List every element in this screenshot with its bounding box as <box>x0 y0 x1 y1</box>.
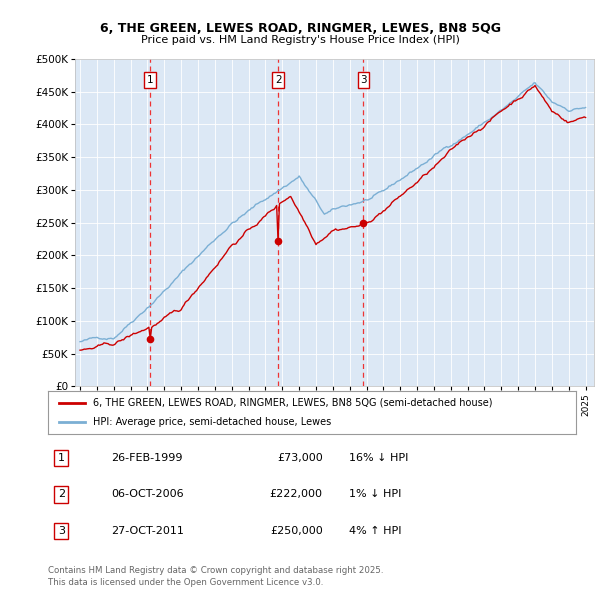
Text: Contains HM Land Registry data © Crown copyright and database right 2025.
This d: Contains HM Land Registry data © Crown c… <box>48 566 383 587</box>
Text: 6, THE GREEN, LEWES ROAD, RINGMER, LEWES, BN8 5QG: 6, THE GREEN, LEWES ROAD, RINGMER, LEWES… <box>100 22 500 35</box>
Text: 2: 2 <box>275 75 281 85</box>
Text: 3: 3 <box>360 75 367 85</box>
Text: 1: 1 <box>58 453 65 463</box>
Text: 4% ↑ HPI: 4% ↑ HPI <box>349 526 401 536</box>
Text: £222,000: £222,000 <box>269 490 323 499</box>
Text: 6, THE GREEN, LEWES ROAD, RINGMER, LEWES, BN8 5QG (semi-detached house): 6, THE GREEN, LEWES ROAD, RINGMER, LEWES… <box>93 398 493 408</box>
Text: 26-FEB-1999: 26-FEB-1999 <box>112 453 183 463</box>
Text: 3: 3 <box>58 526 65 536</box>
Text: £73,000: £73,000 <box>277 453 323 463</box>
Text: HPI: Average price, semi-detached house, Lewes: HPI: Average price, semi-detached house,… <box>93 417 331 427</box>
Text: 1: 1 <box>146 75 153 85</box>
Text: Price paid vs. HM Land Registry's House Price Index (HPI): Price paid vs. HM Land Registry's House … <box>140 35 460 45</box>
Text: 1% ↓ HPI: 1% ↓ HPI <box>349 490 401 499</box>
Text: 2: 2 <box>58 490 65 499</box>
Text: 27-OCT-2011: 27-OCT-2011 <box>112 526 184 536</box>
Text: 16% ↓ HPI: 16% ↓ HPI <box>349 453 409 463</box>
Text: 06-OCT-2006: 06-OCT-2006 <box>112 490 184 499</box>
Text: £250,000: £250,000 <box>270 526 323 536</box>
